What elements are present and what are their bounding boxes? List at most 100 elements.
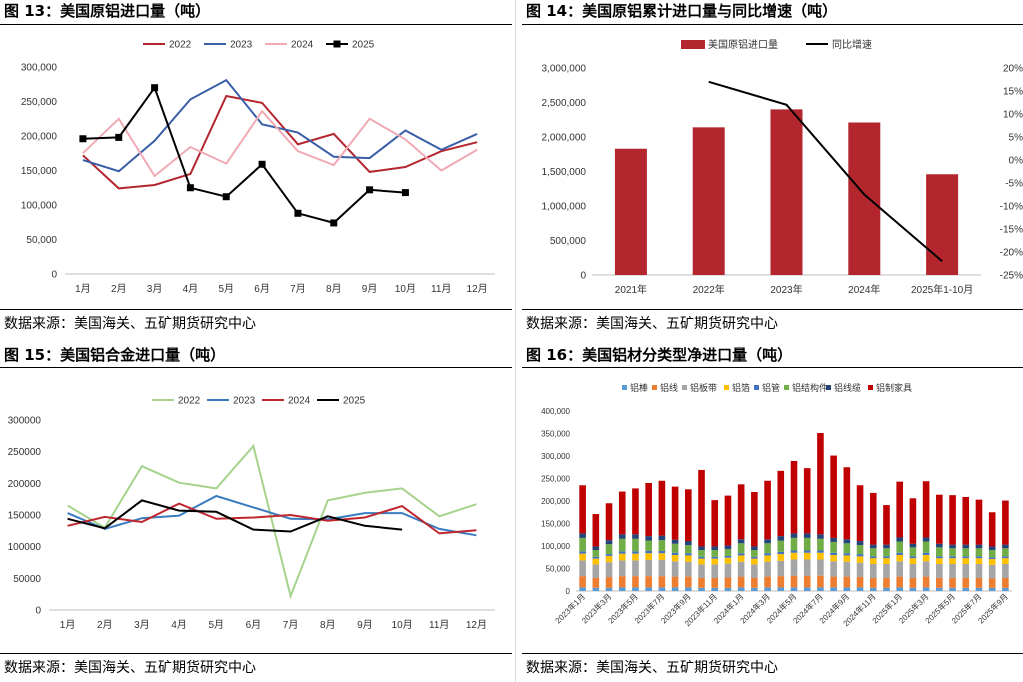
bar-segment-铝箔 (936, 558, 943, 564)
bar-segment-铝棒 (737, 587, 745, 591)
bar-segment-铝线 (592, 577, 600, 588)
bar-segment-铝制家具 (790, 460, 798, 534)
y-tick-label: 200,000 (21, 132, 58, 143)
legend-label: 同比增速 (832, 38, 872, 51)
legend-label: 铝线缆 (834, 382, 861, 393)
bar-segment-铝管 (751, 556, 758, 559)
bar-segment-铝棒 (605, 587, 613, 591)
bar-segment-铝线 (922, 576, 930, 588)
bar-segment-铝棒 (1002, 587, 1009, 591)
bar-segment-铝板带 (790, 559, 798, 576)
bar-segment-铝结构件 (632, 538, 639, 552)
bar-segment-铝结构件 (592, 550, 600, 557)
y-tick-label: 0 (580, 271, 586, 282)
legend-label: 美国原铝进口量 (708, 38, 778, 51)
bar-segment-铝箔 (896, 555, 903, 562)
bar-segment-铝线缆 (751, 546, 758, 551)
bar-segment-铝箔 (618, 553, 626, 561)
bar-segment-铝箔 (751, 558, 758, 565)
x-tick-label: 12月 (467, 283, 488, 295)
y-tick-label: 2,000,000 (542, 133, 587, 144)
bar-segment-铝制家具 (896, 481, 903, 538)
bar-segment-铝线缆 (605, 540, 613, 545)
bar-segment-铝线 (962, 577, 970, 588)
bar-segment-铝板带 (922, 561, 930, 577)
bar-segment-铝棒 (592, 587, 600, 591)
bar-segment-铝线缆 (632, 534, 639, 539)
y-tick-label: 0 (51, 270, 57, 281)
bar-segment-铝管 (592, 556, 600, 559)
bar-segment-铝板带 (817, 559, 824, 576)
bar-segment-铝箔 (698, 558, 705, 565)
bar-segment-铝结构件 (936, 547, 943, 557)
y2-tick-label: -5% (1005, 179, 1023, 190)
bar-segment-铝结构件 (724, 549, 732, 556)
legend-label: 铝板带 (690, 382, 717, 393)
bar-segment-铝线 (618, 576, 626, 588)
bar-segment-铝管 (737, 553, 745, 556)
x-tick-label: 6月 (246, 619, 262, 631)
bar-segment-铝线 (671, 576, 679, 588)
bar-segment-铝棒 (869, 587, 877, 591)
bar-segment-铝箔 (777, 554, 785, 561)
bar-segment-铝结构件 (909, 547, 917, 557)
panel-13: 图 13：美国原铝进口量（吨） 0 50,000 100,000 150,000 200… (0, 0, 515, 341)
y-tick-label: 500,000 (550, 236, 587, 247)
source-rule (0, 653, 512, 654)
bar-segment-铝线缆 (658, 535, 666, 541)
bar-segment-铝板带 (685, 561, 692, 577)
series-line-2025 (67, 499, 403, 533)
bar-segment-铝线缆 (883, 544, 890, 549)
bar-segment-铝棒 (949, 587, 956, 591)
title-rule (522, 24, 1023, 25)
bar-segment-铝棒 (896, 587, 903, 591)
bar-segment-铝线缆 (843, 539, 851, 544)
bar-segment-铝棒 (711, 587, 719, 591)
bar-segment-铝制家具 (737, 484, 745, 540)
legend-label: 2025 (343, 396, 366, 407)
bar-segment-铝箔 (869, 558, 877, 564)
x-tick-label: 2022年 (693, 283, 725, 296)
bar-segment-铝制家具 (803, 468, 811, 534)
bar-segment-铝制家具 (618, 491, 626, 535)
bar-segment-铝线 (883, 577, 890, 588)
bar-segment-铝板带 (896, 561, 903, 577)
y-tick-label: 1,000,000 (542, 202, 587, 213)
bar-segment-铝板带 (658, 559, 666, 577)
y-tick-label: 250,000 (21, 97, 58, 108)
bar-segment-铝结构件 (737, 543, 745, 554)
x-tick-label: 11月 (431, 283, 451, 295)
bar-segment-铝线 (988, 578, 996, 588)
bar-segment-铝线 (777, 576, 785, 588)
y-tick-label: 150,000 (21, 166, 58, 177)
legend-label: 铝棒 (630, 382, 648, 393)
bar-segment-铝线缆 (737, 539, 745, 544)
bar-segment-铝线 (896, 576, 903, 588)
bar-segment-铝线缆 (869, 544, 877, 549)
y2-tick-label: 10% (1003, 110, 1023, 121)
bar-segment-铝线缆 (777, 536, 785, 541)
bar-segment-铝线缆 (671, 539, 679, 544)
bar-segment-铝制家具 (671, 486, 679, 540)
x-tick-label: 8月 (326, 283, 342, 295)
bar-segment-铝线 (605, 577, 613, 588)
bar-segment-铝线 (737, 576, 745, 588)
bar-segment-铝结构件 (922, 541, 930, 553)
bar-segment-铝结构件 (698, 550, 705, 557)
bar-segment-铝制家具 (936, 494, 943, 544)
source-note: 数据来源：美国海关、五矿期货研究中心 (4, 316, 256, 332)
bar-segment-铝制家具 (605, 503, 613, 541)
series-line-2023 (67, 494, 477, 537)
y2-tick-label: -10% (1000, 202, 1023, 213)
bar-segment-铝线缆 (922, 537, 930, 542)
y-tick-label: 50,000 (546, 565, 571, 574)
bar-segment-铝制家具 (817, 433, 824, 535)
bar-segment-铝线 (1002, 577, 1009, 588)
bar-segment-铝线 (975, 577, 983, 588)
bar-segment-铝制家具 (751, 492, 758, 547)
bar (770, 109, 803, 276)
bar-segment-铝板带 (632, 560, 639, 577)
bar-segment-铝板带 (579, 560, 586, 577)
bar-segment-铝线 (645, 576, 652, 588)
panel-title: 图 15：美国铝合金进口量（吨） (4, 346, 226, 364)
